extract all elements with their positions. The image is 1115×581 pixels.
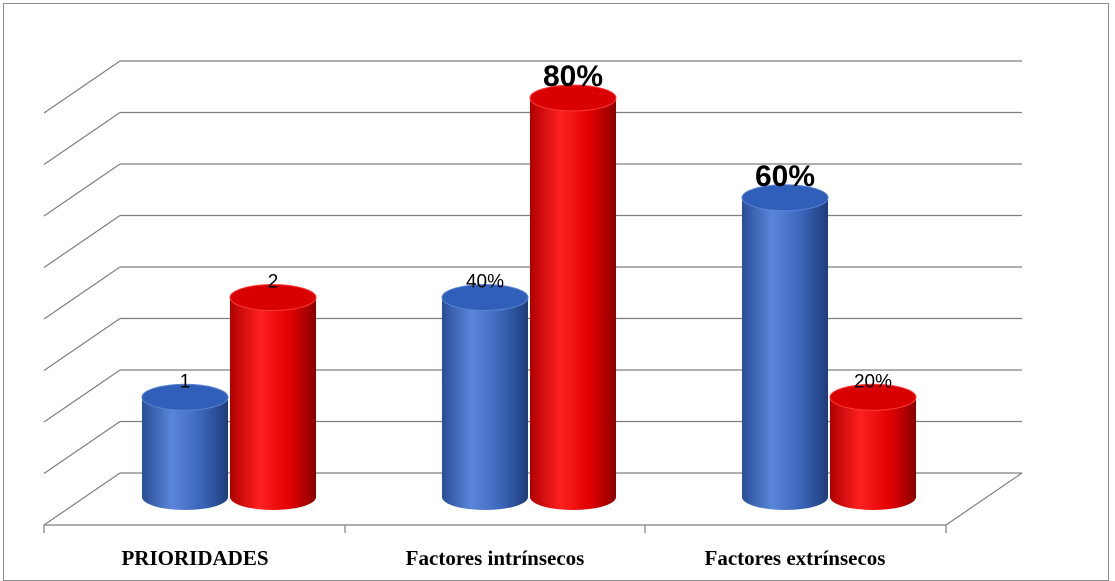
- bar-top: [741, 184, 829, 212]
- data-label: 40%: [466, 272, 504, 293]
- floor-right-edge: [945, 472, 1023, 526]
- bar-top: [529, 84, 617, 112]
- bar-body: [830, 397, 916, 510]
- category-label: PRIORIDADES: [121, 546, 268, 570]
- category-label: Factores intrínsecos: [406, 546, 585, 570]
- gridline-side: [43, 472, 121, 526]
- bar-body: [142, 397, 228, 510]
- data-label: 20%: [854, 371, 892, 392]
- bar-top: [441, 284, 529, 311]
- gridline-side: [43, 60, 121, 114]
- data-label: 2: [268, 272, 279, 293]
- gridline-side: [43, 318, 121, 371]
- gridline-side: [43, 369, 121, 423]
- data-label: 60%: [755, 160, 815, 193]
- bar-top: [829, 383, 917, 411]
- category-label: Factores extrínsecos: [705, 546, 886, 570]
- data-label: 1: [180, 371, 191, 392]
- gridline-side: [43, 215, 121, 268]
- bar-body: [530, 98, 616, 510]
- bar-top: [229, 284, 317, 311]
- gridline-side: [43, 421, 121, 474]
- gridline-side: [43, 266, 121, 320]
- gridline-side: [43, 163, 121, 217]
- bar-body: [230, 297, 316, 510]
- data-label: 80%: [543, 60, 603, 93]
- gridline-side: [43, 112, 121, 165]
- bar-body: [442, 297, 528, 510]
- bar-body: [742, 197, 828, 510]
- bar-top: [141, 383, 229, 411]
